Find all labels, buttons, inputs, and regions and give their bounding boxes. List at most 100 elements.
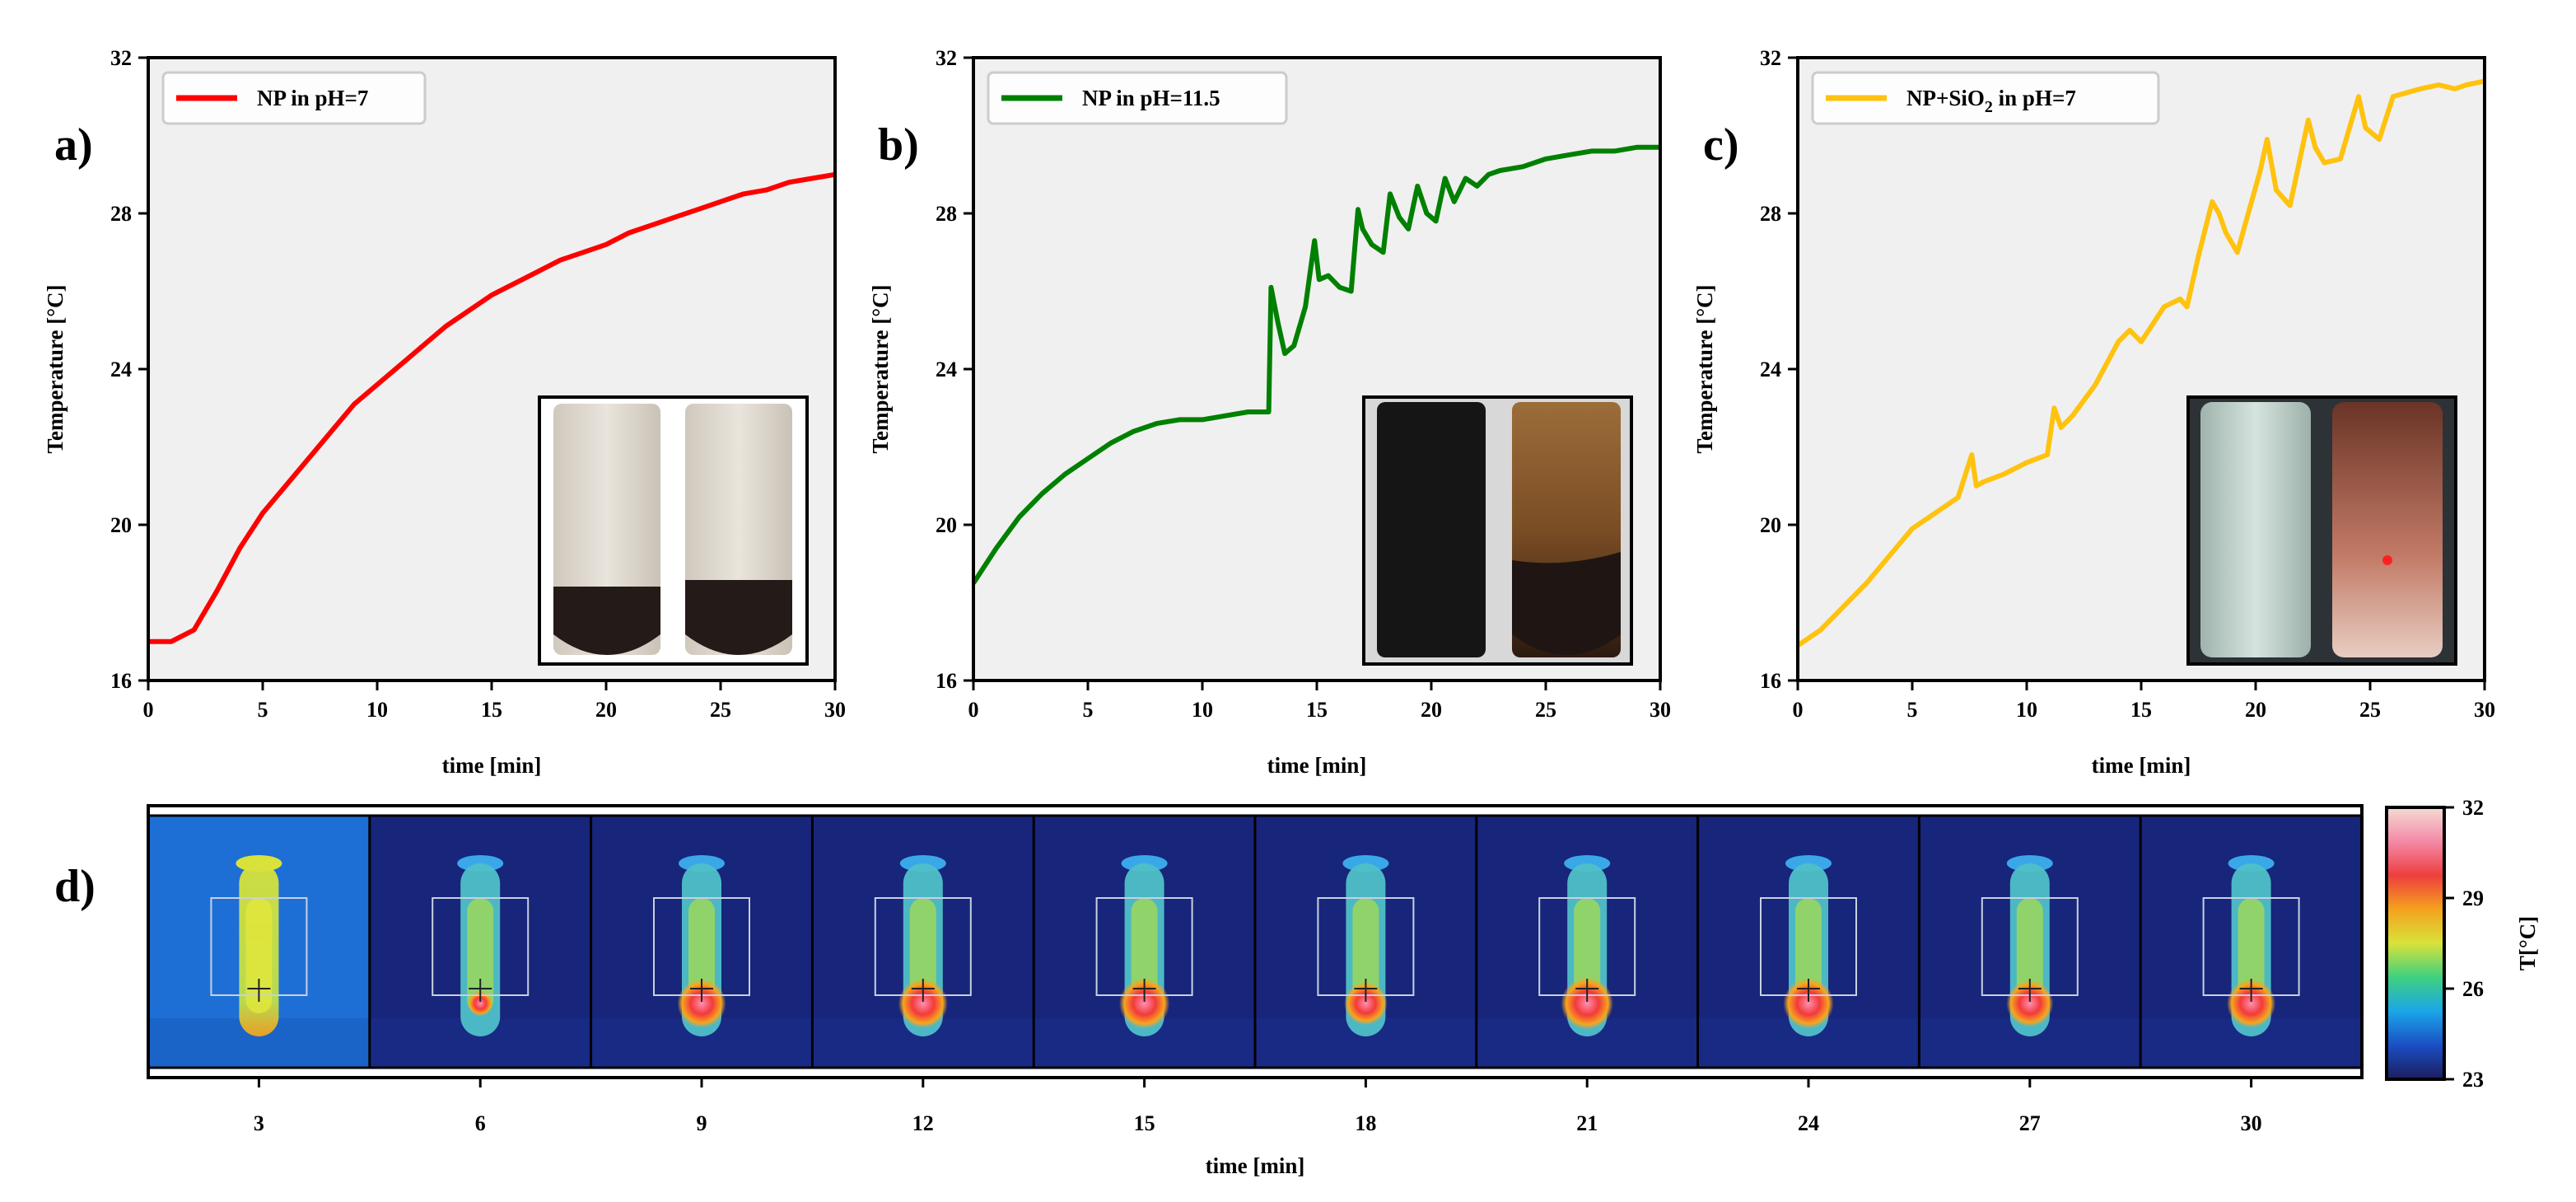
- vial-left: [2200, 402, 2311, 657]
- x-tick-label: 30: [1650, 698, 1671, 722]
- hotspot: [467, 990, 493, 1017]
- x-tick-label: 0: [1793, 698, 1804, 722]
- y-tick-label: 28: [110, 202, 132, 226]
- thermal-frame: [1034, 816, 1255, 1068]
- x-tick-label: 0: [968, 698, 979, 722]
- time-tick-label: 27: [2019, 1111, 2041, 1135]
- legend-label: NP in pH=11.5: [1082, 86, 1220, 110]
- colorbar-tick-label: 32: [2462, 796, 2484, 820]
- x-axis-label: time [min]: [1206, 1153, 1305, 1178]
- thermal-frame: [1919, 816, 2141, 1068]
- hotspot: [2227, 979, 2276, 1028]
- thermal-sequence: 3 6 9 12 15 18 21 24 27 30 time [min] 23 26 29 32 T[…: [147, 796, 2540, 1178]
- x-tick-label: 5: [258, 698, 268, 722]
- time-tick-label: 6: [475, 1111, 486, 1135]
- series-line: [1796, 78, 2485, 648]
- x-axis-label: time [min]: [442, 753, 542, 778]
- series-line: [971, 144, 1660, 585]
- x-tick-label: 10: [1192, 698, 1213, 722]
- colorbar-label: T[°C]: [2515, 916, 2540, 970]
- thermal-frame: [1476, 816, 1698, 1068]
- x-tick-label: 15: [481, 698, 502, 722]
- colorbar-tick-label: 29: [2462, 886, 2484, 910]
- x-tick-label: 15: [2130, 698, 2152, 722]
- x-tick-label: 20: [595, 698, 617, 722]
- hotspot: [2006, 980, 2054, 1027]
- chart-c: 0 5 10 15 20 25 30 16 20 24 28 32 NP+SiO2 in pH=7 t…: [1692, 46, 2495, 778]
- time-tick-label: 24: [1798, 1111, 1819, 1135]
- hotspot: [1783, 978, 1834, 1029]
- inset-photo-c: [2186, 395, 2457, 666]
- y-tick-label: 16: [936, 669, 957, 693]
- hotspot: [1118, 978, 1170, 1029]
- x-tick-label: 10: [2016, 698, 2037, 722]
- x-tick-label: 30: [824, 698, 846, 722]
- colorbar-tick-label: 23: [2462, 1068, 2484, 1092]
- y-tick-label: 28: [1760, 202, 1781, 226]
- vial-right-sediment: [685, 580, 792, 655]
- x-tick-label: 15: [1306, 698, 1328, 722]
- panel-label-a: a): [54, 119, 93, 171]
- x-tick-label: 0: [143, 698, 154, 722]
- time-tick-label: 15: [1134, 1111, 1155, 1135]
- legend-label-subscript: 2: [1985, 98, 1993, 116]
- time-tick-label: 30: [2241, 1111, 2262, 1135]
- colorbar: 23 26 29 32 T[°C]: [2385, 796, 2540, 1092]
- y-tick-label: 20: [1760, 513, 1781, 537]
- x-tick-label: 30: [2474, 698, 2495, 722]
- thermal-strip-frame: [147, 804, 2364, 1079]
- x-tick-label: 25: [710, 698, 731, 722]
- time-tick-label: 9: [697, 1111, 707, 1135]
- chart-b: 0 5 10 15 20 25 30 16 20 24 28 32 NP in pH=11.5 tim…: [868, 46, 1671, 778]
- vial-right: [2332, 402, 2443, 657]
- y-axis-label: Temperature [°C]: [868, 284, 893, 453]
- x-tick-label: 25: [1535, 698, 1556, 722]
- y-tick-label: 24: [1760, 358, 1781, 381]
- thermal-frame: [1255, 816, 1477, 1068]
- panel-label-c: c): [1703, 119, 1739, 171]
- y-tick-label: 20: [110, 513, 132, 537]
- x-axis-label: time [min]: [2092, 753, 2191, 778]
- colorbar-tick-label: 26: [2462, 977, 2484, 1001]
- y-tick-label: 24: [936, 358, 957, 381]
- legend: NP in pH=7: [161, 71, 427, 125]
- thermal-frame: [812, 816, 1034, 1068]
- y-tick-label: 32: [110, 46, 132, 70]
- hotspot: [677, 979, 726, 1028]
- series-line: [148, 171, 836, 644]
- hotspot: [1344, 981, 1388, 1026]
- legend: NP+SiO2 in pH=7: [1811, 71, 2160, 125]
- thermal-frame: [590, 816, 813, 1068]
- legend-label-main: NP+SiO: [1906, 86, 1985, 110]
- x-axis-label: time [min]: [1267, 753, 1367, 778]
- hotspot: [1561, 977, 1613, 1030]
- legend: NP in pH=11.5: [987, 71, 1288, 125]
- vial-left: [1377, 402, 1486, 657]
- x-tick-label: 5: [1083, 698, 1094, 722]
- y-tick-label: 28: [936, 202, 957, 226]
- thermal-frame: [369, 816, 591, 1068]
- inset-photo-b: [1362, 395, 1633, 666]
- x-tick-label: 5: [1907, 698, 1918, 722]
- chart-a: 0 5 10 15 20 25 30 16 20 24 28 32 NP in pH=7 time […: [43, 46, 846, 778]
- inset-photo-a: [538, 395, 809, 666]
- x-tick-label: 10: [366, 698, 388, 722]
- panel-label-d: d): [54, 861, 96, 912]
- y-axis-label: Temperature [°C]: [1692, 284, 1717, 453]
- x-tick-label: 25: [2359, 698, 2381, 722]
- y-tick-label: 24: [110, 358, 132, 381]
- vial-left-sediment: [553, 587, 660, 655]
- y-axis-label: Temperature [°C]: [43, 284, 68, 453]
- y-tick-label: 20: [936, 513, 957, 537]
- thermal-frame: [1697, 816, 1920, 1068]
- x-tick-label: 20: [1421, 698, 1442, 722]
- legend-label: NP in pH=7: [257, 86, 368, 110]
- y-tick-label: 32: [936, 46, 957, 70]
- time-tick-label: 3: [254, 1111, 264, 1135]
- thermal-frame: [2140, 816, 2362, 1068]
- legend-label: NP+SiO2 in pH=7: [1906, 86, 2076, 116]
- time-tick-label: 18: [1355, 1111, 1376, 1135]
- panel-label-b: b): [878, 119, 919, 171]
- hotspot: [898, 978, 948, 1029]
